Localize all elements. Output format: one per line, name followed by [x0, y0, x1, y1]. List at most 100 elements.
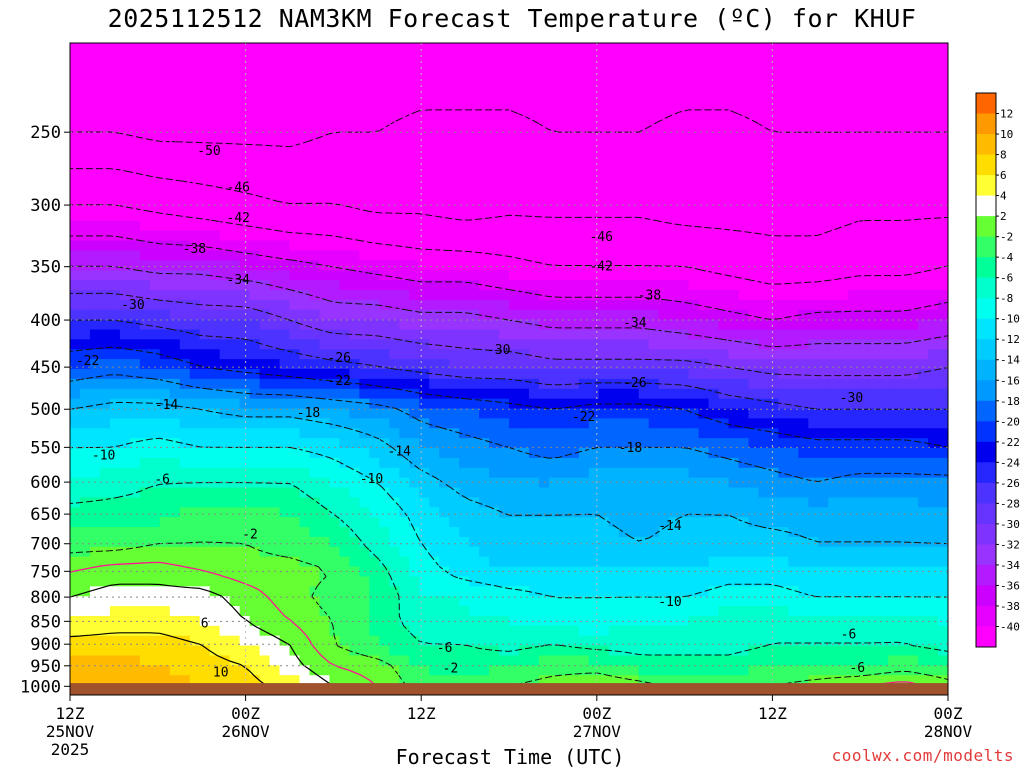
fill-cell	[499, 527, 510, 538]
fill-cell	[239, 52, 251, 64]
fill-cell	[828, 576, 839, 587]
fill-cell	[119, 43, 131, 54]
fill-cell	[70, 586, 81, 597]
fill-cell	[199, 497, 211, 508]
fill-cell	[878, 92, 889, 103]
fill-cell	[738, 408, 750, 419]
fill-cell	[419, 92, 430, 103]
fill-cell	[638, 181, 650, 192]
fill-cell	[778, 260, 789, 271]
fill-cell	[938, 517, 948, 528]
fill-cell	[79, 369, 91, 380]
fill-cell	[558, 161, 570, 173]
fill-cell	[588, 201, 600, 212]
fill-cell	[359, 477, 370, 489]
fill-cell	[728, 220, 740, 232]
fill-cell	[648, 43, 660, 54]
fill-cell	[598, 240, 610, 252]
fill-cell	[838, 52, 849, 64]
fill-cell	[109, 556, 121, 568]
fill-cell	[499, 457, 510, 469]
fill-cell	[99, 487, 111, 499]
fill-cell	[399, 378, 410, 390]
fill-cell	[538, 408, 550, 419]
fill-cell	[139, 467, 151, 479]
fill-cell	[329, 260, 340, 271]
fill-cell	[359, 556, 370, 568]
fill-cell	[279, 388, 291, 400]
fill-cell	[449, 497, 460, 508]
fill-cell	[139, 141, 151, 153]
fill-cell	[688, 457, 700, 469]
fill-cell	[369, 289, 380, 301]
fill-cell	[299, 378, 311, 390]
fill-cell	[229, 438, 241, 449]
fill-cell	[648, 388, 660, 400]
fill-cell	[768, 82, 779, 93]
fill-cell	[279, 122, 291, 133]
fill-cell	[219, 141, 231, 153]
fill-cell	[548, 408, 560, 419]
fill-cell	[608, 388, 620, 400]
fill-cell	[758, 319, 770, 331]
fill-cell	[708, 141, 720, 153]
fill-cell	[758, 131, 770, 143]
fill-cell	[638, 408, 650, 419]
fill-cell	[509, 576, 520, 587]
fill-cell	[628, 82, 640, 93]
fill-cell	[928, 201, 939, 212]
fill-cell	[359, 309, 370, 321]
fill-cell	[209, 181, 221, 192]
fill-cell	[608, 329, 620, 340]
fill-cell	[189, 191, 201, 202]
fill-cell	[449, 240, 460, 252]
fill-cell	[469, 378, 480, 390]
fill-cell	[608, 131, 620, 143]
fill-cell	[608, 398, 620, 410]
fill-cell	[938, 102, 948, 113]
fill-cell	[209, 201, 221, 212]
fill-cell	[479, 457, 490, 469]
fill-cell	[568, 576, 580, 587]
fill-cell	[349, 201, 360, 212]
fill-cell	[509, 467, 520, 479]
fill-cell	[728, 131, 740, 143]
fill-cell	[638, 82, 650, 93]
fill-cell	[169, 260, 181, 271]
fill-cell	[568, 428, 580, 439]
fill-cell	[578, 477, 590, 489]
fill-cell	[858, 201, 869, 212]
fill-cell	[219, 82, 231, 93]
fill-cell	[768, 210, 779, 222]
fill-cell	[229, 586, 241, 597]
fill-cell	[209, 270, 221, 281]
fill-cell	[838, 250, 849, 261]
fill-cell	[379, 477, 390, 489]
fill-cell	[369, 408, 380, 419]
fill-cell	[788, 201, 799, 212]
fill-cell	[838, 369, 849, 380]
fill-cell	[598, 398, 610, 410]
fill-cell	[598, 576, 610, 587]
fill-cell	[708, 497, 720, 508]
fill-cell	[269, 201, 281, 212]
fill-cell	[888, 131, 899, 143]
fill-cell	[528, 408, 540, 419]
fill-cell	[698, 438, 710, 449]
fill-cell	[149, 210, 161, 222]
fill-cell	[199, 191, 211, 202]
fill-cell	[918, 339, 929, 350]
fill-cell	[588, 270, 600, 281]
fill-cell	[89, 448, 101, 459]
fill-cell	[339, 151, 350, 163]
fill-cell	[918, 319, 929, 331]
fill-cell	[389, 62, 400, 74]
fill-cell	[648, 201, 660, 212]
fill-cell	[369, 497, 380, 508]
fill-cell	[259, 487, 271, 499]
fill-cell	[319, 181, 331, 192]
fill-cell	[309, 536, 321, 548]
fill-cell	[798, 122, 809, 133]
fill-cell	[698, 102, 710, 113]
fill-cell	[638, 289, 650, 301]
